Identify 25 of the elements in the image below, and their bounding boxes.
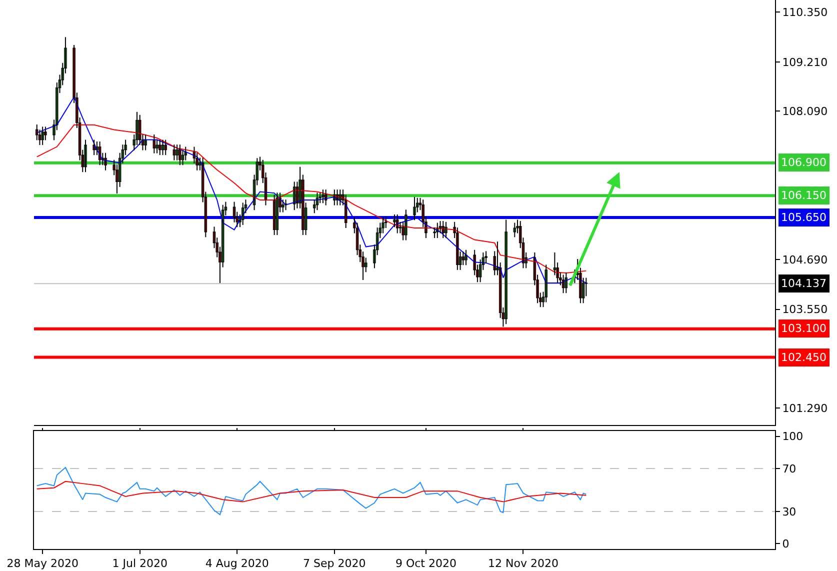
- y-tick-label: 70: [782, 462, 796, 476]
- line-series: [36, 466, 587, 516]
- line-series: [36, 96, 587, 284]
- y-tick-label: 103.550: [782, 303, 828, 316]
- line-series: [36, 480, 587, 502]
- y-tick-label: 101.290: [782, 402, 828, 415]
- x-tick-label: 12 Nov 2020: [488, 557, 558, 570]
- x-tick-label: 28 May 2020: [6, 557, 78, 570]
- ref-line-label: 106.150: [781, 189, 826, 202]
- x-tick-label: 4 Aug 2020: [205, 557, 269, 570]
- ref-line-label: 106.900: [781, 156, 826, 169]
- y-tick-label: 30: [782, 505, 796, 518]
- y-tick-label: 104.690: [782, 253, 828, 266]
- y-tick-label: 0: [782, 537, 790, 550]
- y-tick-label: 108.090: [782, 104, 828, 118]
- y-tick-label: 109.210: [782, 56, 828, 69]
- x-tick-label: 1 Jul 2020: [112, 557, 168, 570]
- ref-line-label: 103.100: [781, 322, 826, 335]
- x-tick-label: 7 Sep 2020: [303, 557, 366, 570]
- ref-line-label: 105.650: [781, 211, 826, 224]
- ref-line-label: 104.137: [781, 277, 826, 290]
- y-tick-label: 110.350: [782, 6, 828, 20]
- x-tick-label: 9 Oct 2020: [395, 557, 456, 570]
- y-tick-label: 100: [782, 430, 804, 444]
- ref-line-label: 102.450: [781, 351, 826, 364]
